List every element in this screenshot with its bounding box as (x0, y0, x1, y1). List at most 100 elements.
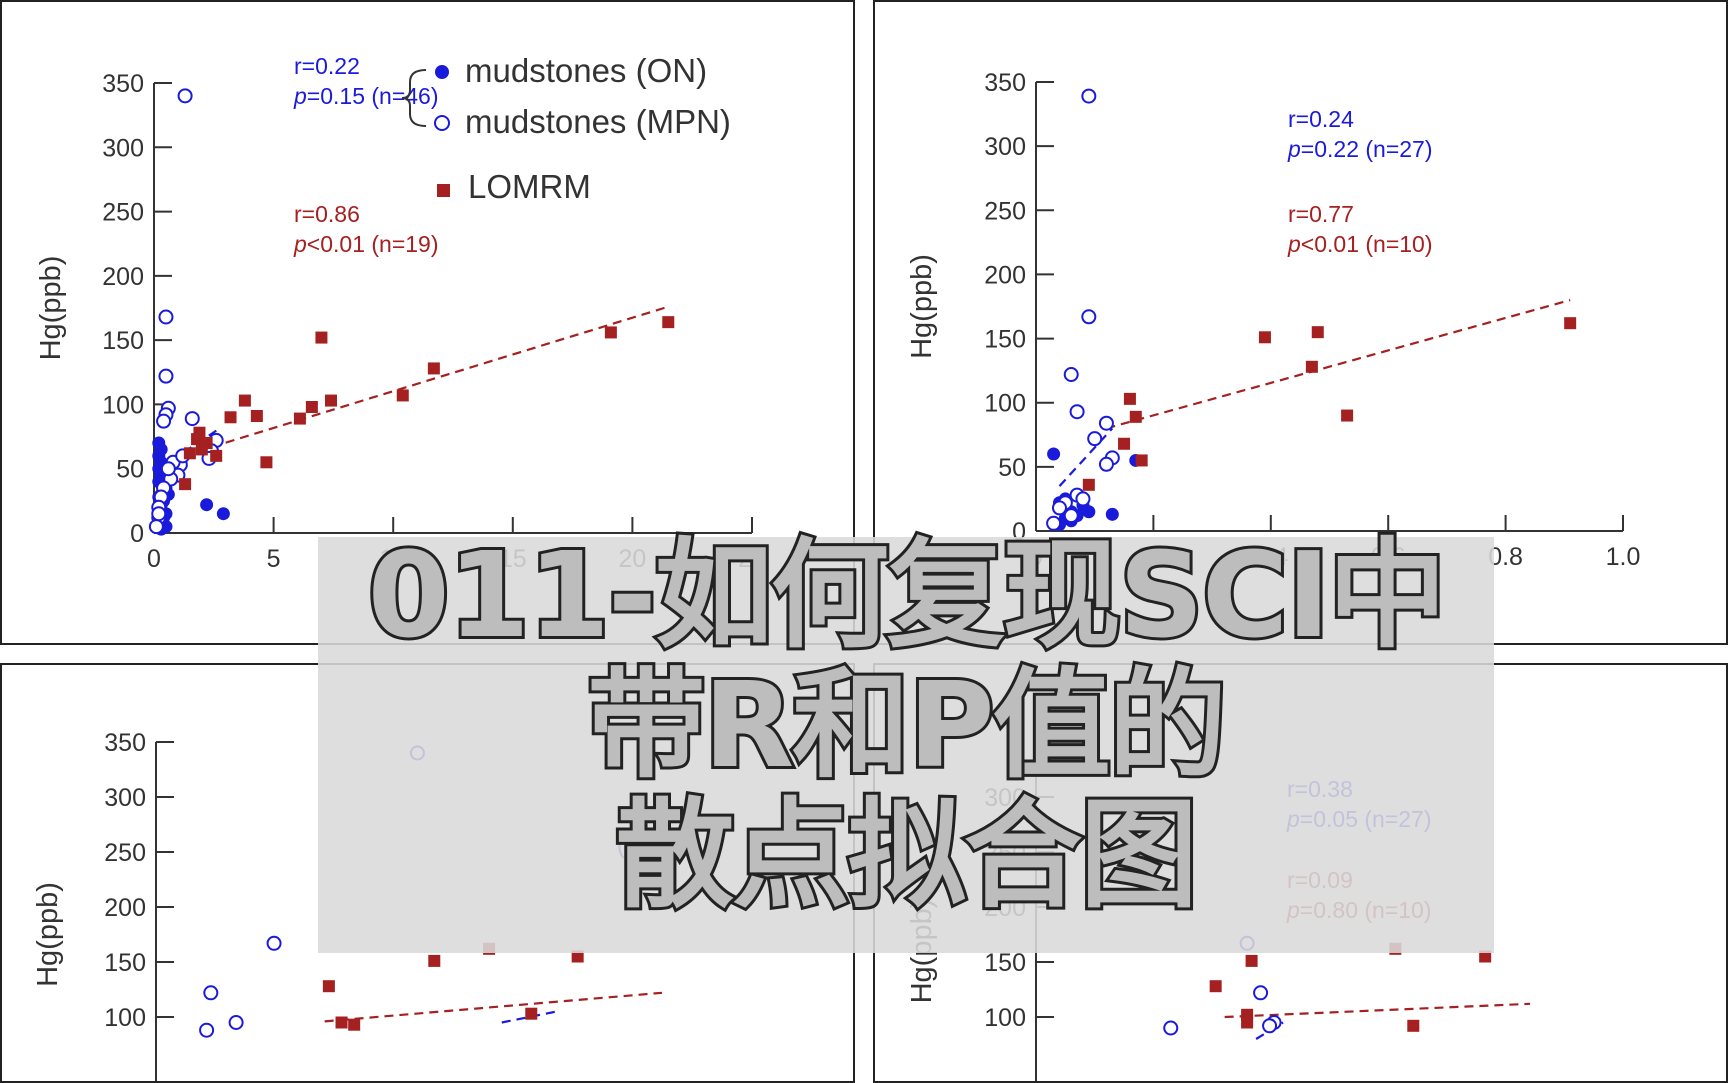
y-axis-label: Hg(ppb) (906, 254, 938, 359)
point-lomrm (1129, 410, 1142, 423)
point-lomrm (428, 954, 441, 967)
point-lomrm (293, 412, 306, 425)
point-mpn (1046, 515, 1062, 531)
series-open-circle (148, 88, 224, 535)
point-mpn (160, 461, 176, 477)
legend-on-marker (435, 65, 449, 79)
point-mpn (1253, 985, 1269, 1001)
mudstone-r-label: r=0.24 (1288, 106, 1354, 132)
lomrm-p-value: <0.01 (n=19) (307, 231, 439, 257)
mudstone-p-value: =0.15 (n=46) (307, 83, 439, 109)
point-lomrm (1245, 954, 1258, 967)
mudstone-p-symbol: p (293, 83, 307, 109)
title-banner: 011-如何复现SCI中 带R和P值的 散点拟合图 (318, 526, 1494, 924)
point-mpn (1081, 88, 1097, 104)
point-lomrm (200, 437, 213, 449)
lomrm-stats: r=0.86 p<0.01 (n=19) (293, 201, 439, 257)
mudstone-p-symbol: p (1287, 136, 1301, 162)
y-tick-label: 300 (102, 134, 144, 162)
point-mpn (1163, 1020, 1179, 1036)
point-lomrm (315, 331, 328, 344)
y-tick-label: 100 (984, 1004, 1026, 1032)
y-tick-label: 250 (104, 839, 146, 867)
point-lomrm (238, 394, 251, 407)
chart-svg-0: 0501001502002503003500510152025Hg(ppb)r=… (35, 52, 766, 573)
point-on (216, 507, 230, 521)
point-mpn (1063, 508, 1079, 524)
mudstone-stats: r=0.22 p=0.15 (n=46) (293, 53, 439, 109)
point-lomrm (571, 950, 584, 963)
lomrm-r-label: r=0.86 (294, 201, 360, 227)
y-tick-label: 350 (104, 729, 146, 757)
point-lomrm (250, 410, 263, 422)
point-mpn (158, 368, 174, 384)
point-lomrm (335, 1016, 348, 1029)
lomrm-fit-line (324, 991, 663, 1023)
point-mpn (1098, 415, 1114, 431)
y-tick-label: 50 (116, 456, 144, 484)
x-tick-label: 0.8 (1488, 543, 1523, 571)
point-mpn (1063, 366, 1079, 382)
x-tick-label: 1.0 (1606, 543, 1641, 571)
point-lomrm (1305, 360, 1318, 373)
point-lomrm (193, 426, 206, 439)
lomrm-p-value: <0.01 (n=10) (1301, 231, 1433, 257)
banner-line-2: 带R和P值的 (584, 656, 1229, 794)
y-tick-label: 150 (104, 949, 146, 977)
point-mpn (1081, 309, 1097, 325)
legend-on-label: mudstones (ON) (465, 52, 707, 89)
y-tick-label: 200 (102, 263, 144, 291)
point-lomrm (1082, 478, 1095, 491)
point-mpn (199, 1022, 215, 1038)
y-tick-label: 100 (104, 1004, 146, 1032)
series-filled-square (179, 316, 675, 491)
point-lomrm (396, 389, 409, 402)
y-tick-label: 0 (130, 520, 144, 548)
banner-line-1: 011-如何复现SCI中 (365, 526, 1450, 664)
series-filled-square (1209, 942, 1492, 1032)
y-tick-label: 200 (984, 261, 1026, 289)
mudstone-stats: r=0.24 p=0.22 (n=27) (1287, 106, 1433, 162)
point-mpn (158, 309, 174, 325)
y-tick-label: 250 (984, 197, 1026, 225)
lomrm-r-label: r=0.77 (1288, 201, 1354, 227)
y-tick-label: 50 (998, 454, 1026, 482)
y-tick-label: 150 (984, 326, 1026, 354)
point-lomrm (260, 456, 273, 469)
point-mpn (203, 985, 219, 1001)
point-mpn (177, 88, 193, 104)
y-tick-label: 250 (102, 199, 144, 227)
lomrm-fit-line (1106, 299, 1571, 430)
point-lomrm (1258, 331, 1271, 344)
lomrm-p-label: p<0.01 (n=10) (1287, 231, 1433, 257)
point-lomrm (325, 394, 338, 407)
point-lomrm (183, 447, 196, 460)
lomrm-fit-line (182, 305, 669, 457)
banner-line-3: 散点拟合图 (613, 786, 1201, 924)
x-tick-label: 5 (267, 545, 281, 573)
lomrm-fit-line (1224, 1002, 1531, 1019)
point-lomrm (525, 1007, 538, 1020)
y-tick-label: 150 (102, 327, 144, 355)
point-mpn (1051, 500, 1067, 516)
y-tick-label: 300 (104, 784, 146, 812)
point-lomrm (1118, 437, 1131, 450)
y-axis-label: Hg(ppb) (32, 882, 64, 987)
point-mpn (1075, 491, 1091, 507)
mudstone-p-label: p=0.22 (n=27) (1287, 136, 1433, 162)
point-lomrm (1341, 409, 1354, 422)
series-open-circle (1046, 88, 1120, 531)
point-lomrm (1241, 1016, 1254, 1029)
point-lomrm (210, 449, 223, 462)
title-banner-background (318, 537, 1494, 953)
point-on (1047, 447, 1061, 461)
y-tick-label: 350 (984, 69, 1026, 97)
mudstone-r-label: r=0.22 (294, 53, 360, 79)
legend-mpn-marker (434, 115, 450, 131)
point-mpn (148, 519, 164, 535)
point-lomrm (1564, 317, 1577, 330)
point-mpn (266, 935, 282, 951)
legend: mudstones (ON) mudstones (MPN) LOMRM (401, 52, 731, 205)
legend-lomrm-marker (437, 184, 450, 197)
mudstone-fit-line (501, 1010, 557, 1024)
